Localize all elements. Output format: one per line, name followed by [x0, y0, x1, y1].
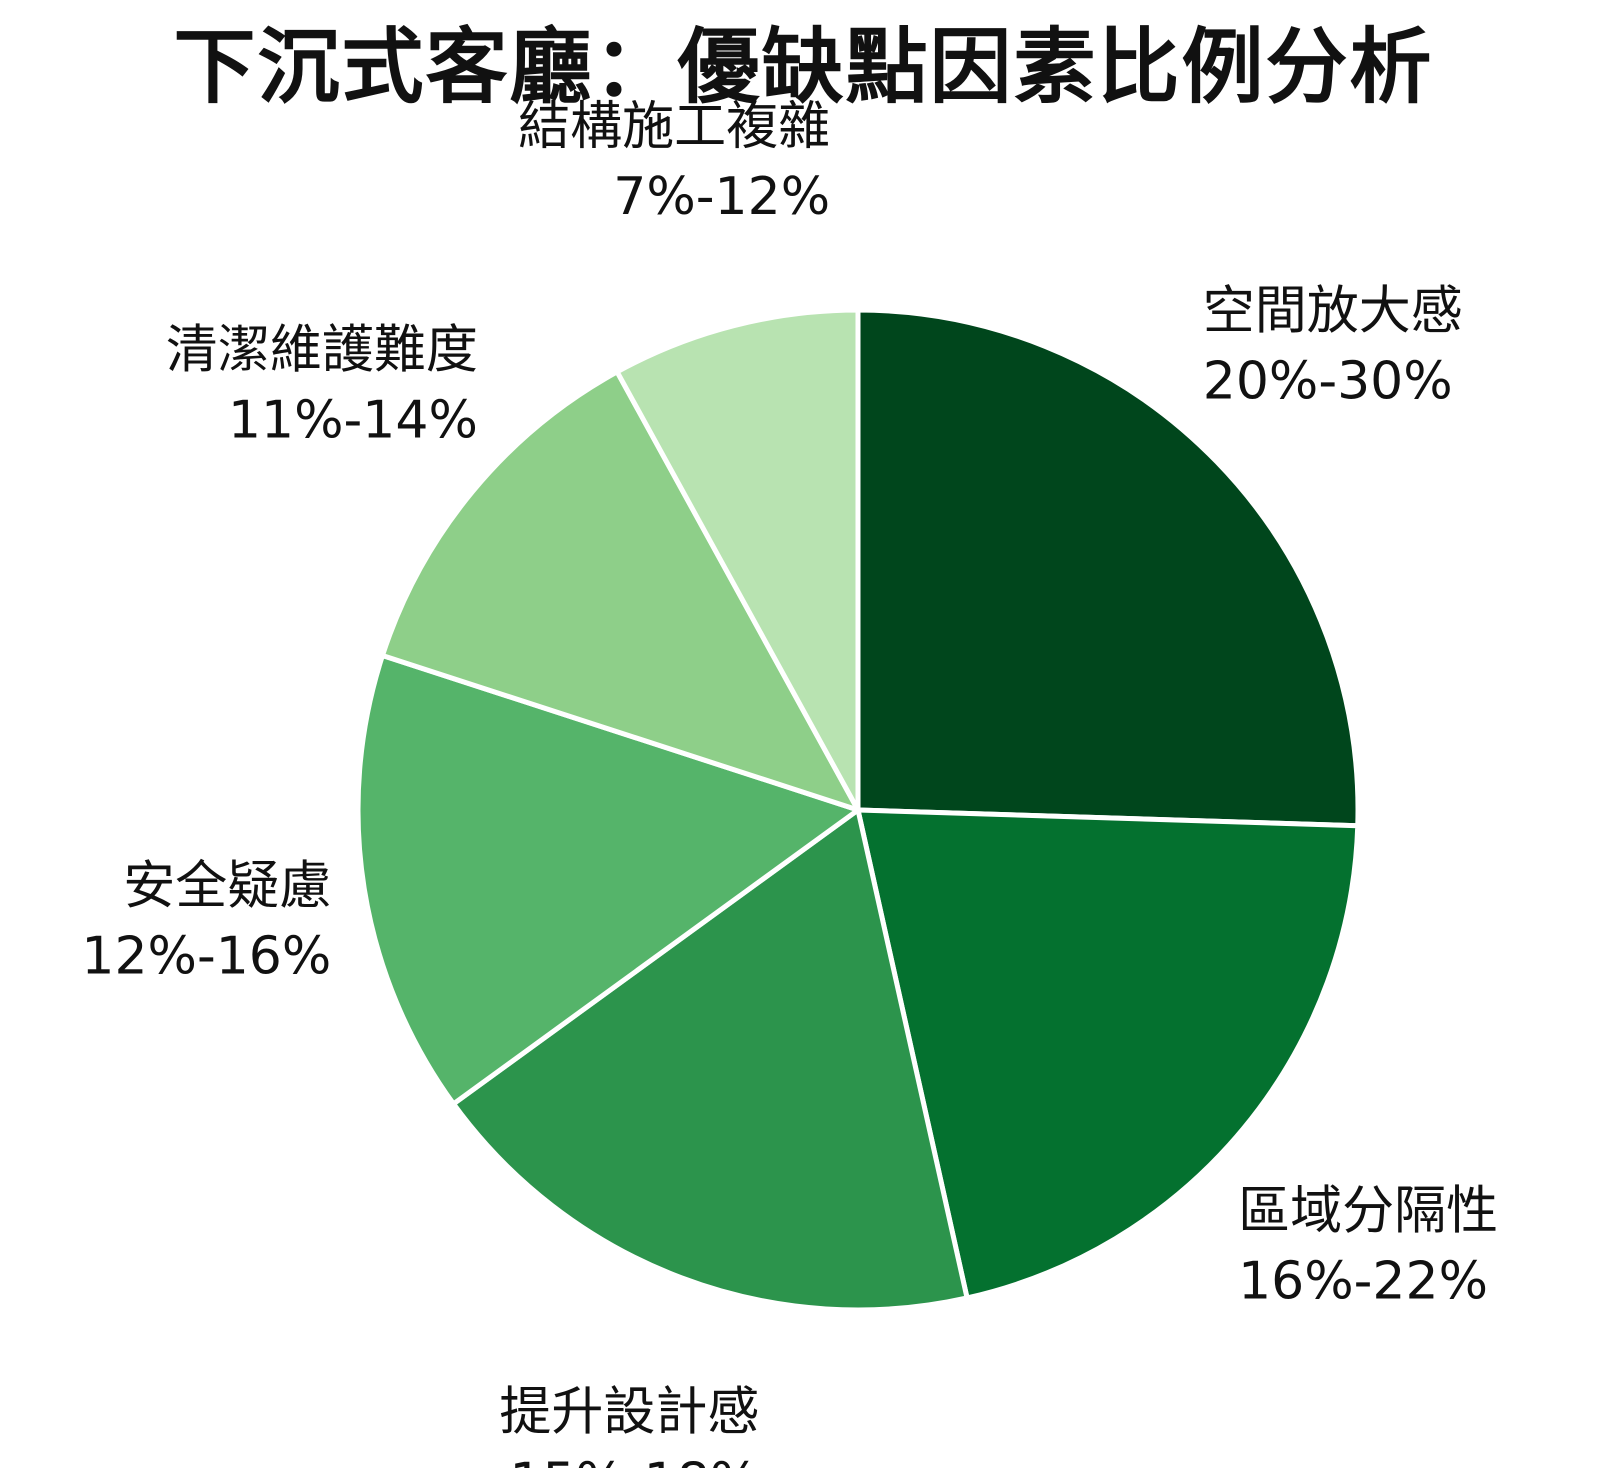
- slice-range-5: 7%-12%: [613, 167, 830, 227]
- chart-title: 下沉式客廳：優缺點因素比例分析: [173, 20, 1434, 115]
- pie-slice-2: [450, 807, 970, 1313]
- slice-label-0: 空間放大感: [1203, 281, 1463, 341]
- slice-label-3: 安全疑慮: [123, 857, 331, 917]
- pie-slice-5: [614, 307, 861, 813]
- slice-range-4: 11%-14%: [228, 391, 478, 451]
- slice-range-2: 15%-18%: [509, 1452, 759, 1468]
- slice-range-0: 20%-30%: [1203, 351, 1453, 411]
- pie-slice-4: [379, 369, 861, 813]
- slice-label-5: 結構施工複雜: [518, 97, 830, 157]
- slice-range-1: 16%-22%: [1238, 1251, 1488, 1311]
- pie-slice-0: [855, 307, 1361, 829]
- pie-slice-3: [355, 652, 861, 1107]
- slice-label-1: 區域分隔性: [1238, 1181, 1498, 1241]
- slice-range-3: 12%-16%: [81, 927, 331, 987]
- pie-slices: [355, 307, 1361, 1313]
- pie-slice-1: [855, 807, 1361, 1301]
- pie-labels: 空間放大感 20%-30% 區域分隔性 16%-22% 提升設計感 15%-18% 安全疑慮…: [81, 97, 1498, 1468]
- slice-label-2: 提升設計感: [499, 1382, 759, 1442]
- slice-label-4: 清潔維護難度: [166, 321, 478, 381]
